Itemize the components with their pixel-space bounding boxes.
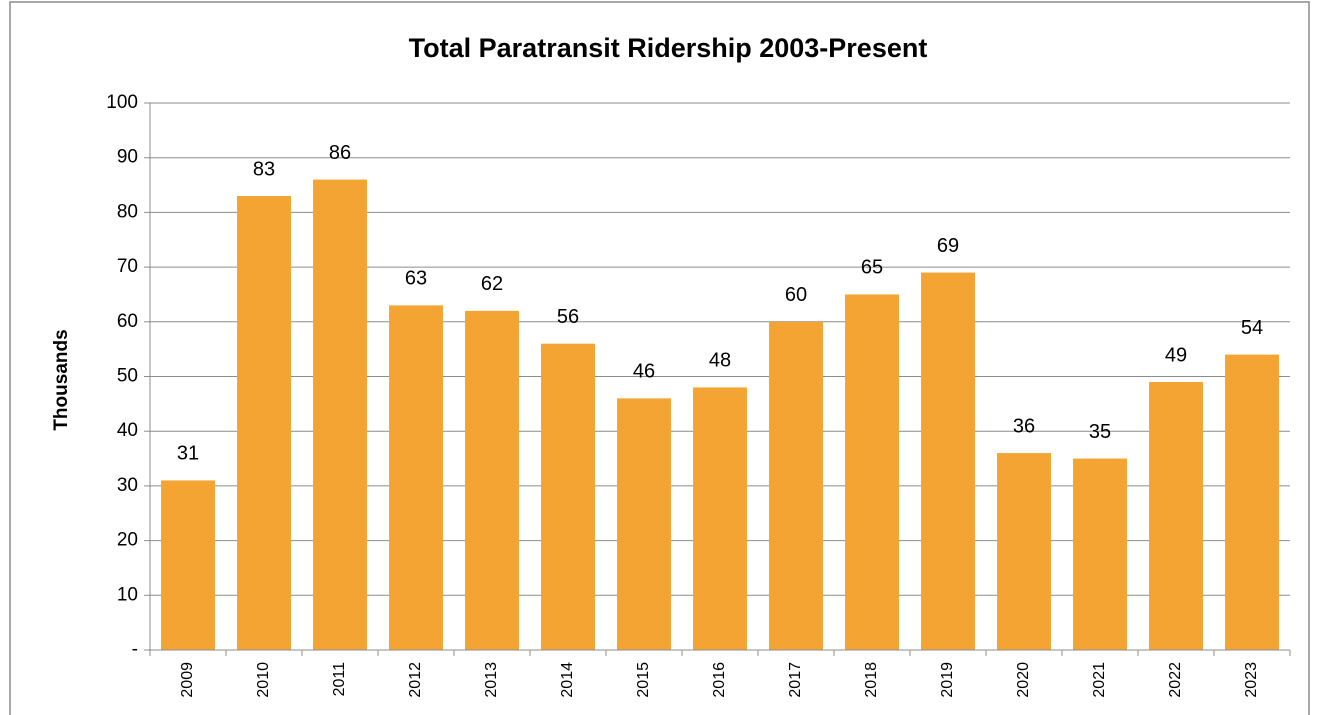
bar	[465, 310, 519, 650]
bar	[1073, 458, 1127, 650]
y-tick-label: 100	[106, 92, 138, 113]
data-label: 36	[1013, 415, 1035, 437]
data-label: 31	[177, 443, 199, 465]
y-tick-label: 50	[117, 366, 138, 387]
x-tick-label: 2015	[635, 662, 652, 698]
bar	[617, 398, 671, 650]
x-tick-label: 2013	[483, 662, 500, 698]
x-tick-label: 2022	[1167, 662, 1184, 698]
bar	[161, 480, 215, 650]
y-tick-label: 90	[117, 147, 138, 168]
bar	[769, 321, 823, 650]
x-tick-label: 2009	[179, 662, 196, 698]
x-tick-label: 2014	[559, 662, 576, 698]
bar	[921, 272, 975, 650]
y-tick-label: 20	[117, 530, 138, 551]
data-label: 60	[785, 284, 807, 306]
x-tick-label: 2023	[1243, 662, 1260, 698]
data-label: 62	[481, 273, 503, 295]
y-tick-label: 10	[117, 584, 138, 605]
y-tick-label: 80	[117, 201, 138, 222]
bar	[845, 294, 899, 650]
y-tick-label: 70	[117, 256, 138, 277]
bar	[541, 343, 595, 650]
x-tick-label: 2011	[331, 662, 348, 697]
y-tick-label: 60	[117, 311, 138, 332]
bar	[389, 305, 443, 650]
y-axis-label: Thousands	[51, 329, 72, 430]
data-label: 54	[1241, 317, 1263, 339]
y-tick-label: 30	[117, 475, 138, 496]
data-label: 86	[329, 142, 351, 164]
data-label: 35	[1089, 421, 1111, 443]
data-label: 56	[557, 306, 579, 328]
data-label: 65	[861, 257, 883, 279]
x-tick-label: 2012	[407, 662, 424, 698]
chart-frame	[9, 1, 1310, 715]
x-tick-label: 2019	[939, 662, 956, 698]
x-tick-label: 2020	[1015, 662, 1032, 698]
data-label: 46	[633, 361, 655, 383]
bar	[313, 179, 367, 650]
bar	[1149, 381, 1203, 650]
x-tick-label: 2021	[1091, 662, 1108, 698]
data-label: 48	[709, 350, 731, 372]
bar	[237, 195, 291, 651]
x-tick-label: 2018	[863, 662, 880, 698]
bar	[997, 453, 1051, 650]
data-label: 63	[405, 268, 427, 290]
bar	[693, 387, 747, 650]
bar	[1225, 354, 1279, 650]
data-label: 83	[253, 158, 275, 180]
x-tick-label: 2016	[711, 662, 728, 698]
x-tick-label: 2017	[787, 662, 804, 698]
data-label: 49	[1165, 344, 1187, 366]
y-tick-label: -	[132, 639, 138, 660]
data-label: 69	[937, 235, 959, 257]
y-tick-label: 40	[117, 420, 138, 441]
chart-title: Total Paratransit Ridership 2003-Present	[409, 33, 928, 63]
x-tick-label: 2010	[255, 662, 272, 698]
